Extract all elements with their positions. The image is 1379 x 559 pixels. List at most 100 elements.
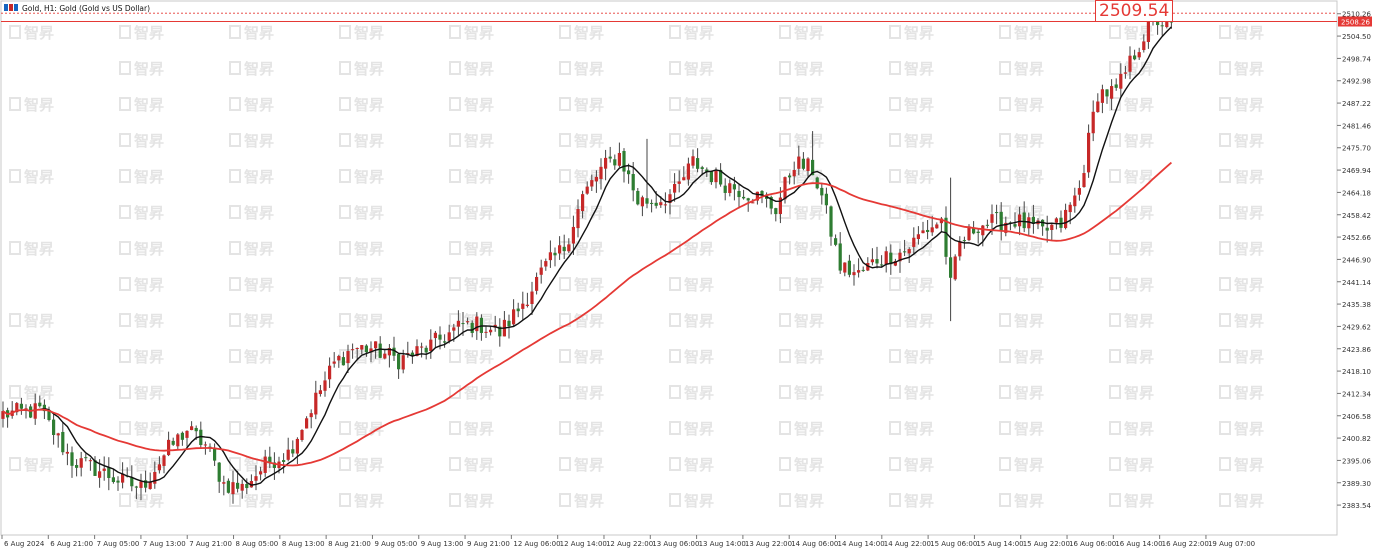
bid-price-tag-text: 2508.26 — [1341, 19, 1370, 27]
watermark-logo: 智昇 — [229, 168, 274, 186]
candle-body — [962, 240, 966, 242]
watermark-logo: 智昇 — [999, 492, 1044, 510]
watermark-mark — [669, 385, 681, 399]
candle-body — [723, 185, 727, 193]
candle — [737, 183, 741, 209]
candle — [714, 167, 718, 189]
watermark-logo: 智昇 — [119, 96, 164, 114]
candle — [6, 407, 10, 428]
candle — [102, 456, 106, 481]
watermark-logo: 智昇 — [779, 420, 824, 438]
candle-body — [847, 260, 851, 275]
time-tick: 9 Aug 05:00 — [371, 535, 417, 548]
watermark-mark — [9, 385, 21, 399]
watermark-text: 智昇 — [134, 24, 164, 42]
time-tick: 13 Aug 06:00 — [649, 535, 699, 548]
candle-body — [245, 483, 249, 489]
watermark-logo: 智昇 — [779, 312, 824, 330]
candle — [613, 154, 617, 170]
watermark-text: 智昇 — [904, 312, 934, 330]
watermark-mark — [1109, 25, 1121, 39]
watermark-logo: 智昇 — [669, 312, 714, 330]
watermark-logo: 智昇 — [449, 240, 494, 258]
time-tick-label: 9 Aug 13:00 — [421, 540, 464, 548]
watermark-mark — [999, 277, 1011, 291]
candle — [424, 345, 428, 360]
candle — [1013, 212, 1017, 229]
price-axis[interactable]: 2510.26 2504.50 2498.74 2492.98 2487.22 2481.… — [1337, 11, 1372, 510]
watermark-mark — [339, 385, 351, 399]
candle-body — [893, 261, 897, 266]
candle-body — [346, 351, 350, 364]
candle-body — [801, 158, 805, 169]
candle-body — [144, 480, 148, 488]
watermark-logo: 智昇 — [1109, 240, 1154, 258]
watermark-text: 智昇 — [464, 492, 494, 510]
watermark-text: 智昇 — [24, 96, 54, 114]
watermark-text: 智昇 — [354, 276, 384, 294]
candle — [1110, 79, 1114, 111]
watermark-text: 智昇 — [354, 96, 384, 114]
watermark-text: 智昇 — [464, 60, 494, 78]
watermark-text: 智昇 — [574, 456, 604, 474]
candle-body — [107, 467, 111, 478]
price-tick-label: 2487.22 — [1342, 100, 1371, 108]
candle — [236, 470, 240, 493]
watermark-mark — [559, 169, 571, 183]
candle-body — [29, 406, 33, 418]
candle — [930, 215, 934, 236]
watermark-mark — [669, 313, 681, 327]
candle-body — [995, 212, 999, 214]
candle-body — [134, 486, 138, 488]
candle-body — [447, 332, 451, 341]
watermark-logo: 智昇 — [669, 420, 714, 438]
watermark-mark — [1219, 385, 1231, 399]
watermark-text: 智昇 — [354, 132, 384, 150]
time-tick-label: 15 Aug 06:00 — [930, 540, 977, 548]
watermark-text: 智昇 — [244, 168, 274, 186]
candle-body — [944, 217, 948, 257]
watermark-mark — [119, 97, 131, 111]
candle-body — [884, 251, 888, 265]
watermark-text: 智昇 — [574, 60, 604, 78]
candle-body — [857, 270, 861, 273]
candle — [999, 202, 1003, 241]
time-tick: 6 Aug 2024 — [1, 535, 45, 548]
time-axis[interactable]: 6 Aug 2024 6 Aug 21:00 7 Aug 05:00 7 Aug 13… — [1, 535, 1255, 548]
candle — [153, 461, 157, 489]
watermark-text: 智昇 — [354, 456, 384, 474]
watermark-text: 智昇 — [794, 420, 824, 438]
watermark-logo: 智昇 — [119, 312, 164, 330]
watermark-mark — [9, 25, 21, 39]
time-tick-label: 13 Aug 06:00 — [652, 540, 699, 548]
watermark-text: 智昇 — [684, 24, 714, 42]
watermark-mark — [669, 25, 681, 39]
watermark-mark — [999, 349, 1011, 363]
watermark-text: 智昇 — [354, 384, 384, 402]
candle-body — [148, 481, 152, 489]
candle — [585, 181, 589, 195]
price-tick: 2446.90 — [1337, 256, 1371, 264]
watermark-logo: 智昇 — [1219, 240, 1264, 258]
time-tick-label: 6 Aug 2024 — [4, 540, 45, 548]
candle-body — [213, 448, 217, 461]
watermark-logo: 智昇 — [1219, 96, 1264, 114]
price-tick-label: 2452.66 — [1342, 234, 1371, 242]
candle-body — [728, 183, 732, 194]
watermark-text: 智昇 — [1014, 96, 1044, 114]
candle — [884, 246, 888, 273]
watermark-mark — [559, 25, 571, 39]
candle-body — [98, 471, 102, 478]
watermark-logo: 智昇 — [559, 60, 604, 78]
candle-body — [875, 259, 879, 264]
watermark-logo: 智昇 — [1219, 312, 1264, 330]
watermark-mark — [669, 493, 681, 507]
candle — [806, 157, 810, 177]
watermark-mark — [999, 133, 1011, 147]
candle-body — [1073, 195, 1077, 207]
watermark-logo: 智昇 — [339, 456, 384, 474]
watermark-text: 智昇 — [464, 168, 494, 186]
time-tick-label: 6 Aug 21:00 — [50, 540, 93, 548]
